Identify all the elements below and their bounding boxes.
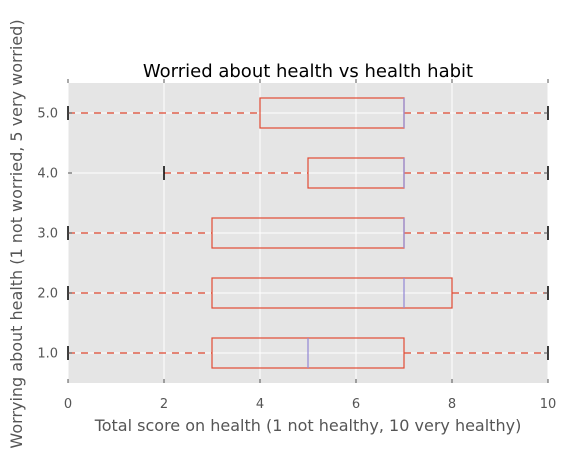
box-4.0	[163, 157, 549, 189]
axis-ticks	[67, 79, 549, 383]
box-3.0	[67, 217, 549, 249]
x-tick-label: 4	[256, 397, 264, 412]
y-tick-labels: 1.0 2.0 3.0 4.0 5.0	[37, 107, 58, 362]
x-tick-labels: 0 2 4 6 8 10	[64, 397, 556, 412]
x-tick-label: 6	[352, 397, 360, 412]
y-tick-label: 1.0	[37, 347, 58, 362]
y-axis-label: Worrying about health (1 not worried, 5 …	[7, 19, 26, 448]
box-1.0	[67, 337, 549, 369]
y-tick-label: 4.0	[37, 167, 58, 182]
y-tick-label: 5.0	[37, 107, 58, 122]
chart-title: Worried about health vs health habit	[143, 61, 473, 82]
x-tick-label: 0	[64, 397, 72, 412]
box-iqr	[211, 277, 453, 309]
x-tick-label: 8	[448, 397, 456, 412]
y-tick-label: 3.0	[37, 227, 58, 242]
x-axis-label: Total score on health (1 not healthy, 10…	[94, 416, 522, 435]
y-tick-label: 2.0	[37, 287, 58, 302]
x-tick-label: 10	[540, 397, 557, 412]
box-2.0	[67, 277, 549, 309]
x-tick-label: 2	[160, 397, 168, 412]
